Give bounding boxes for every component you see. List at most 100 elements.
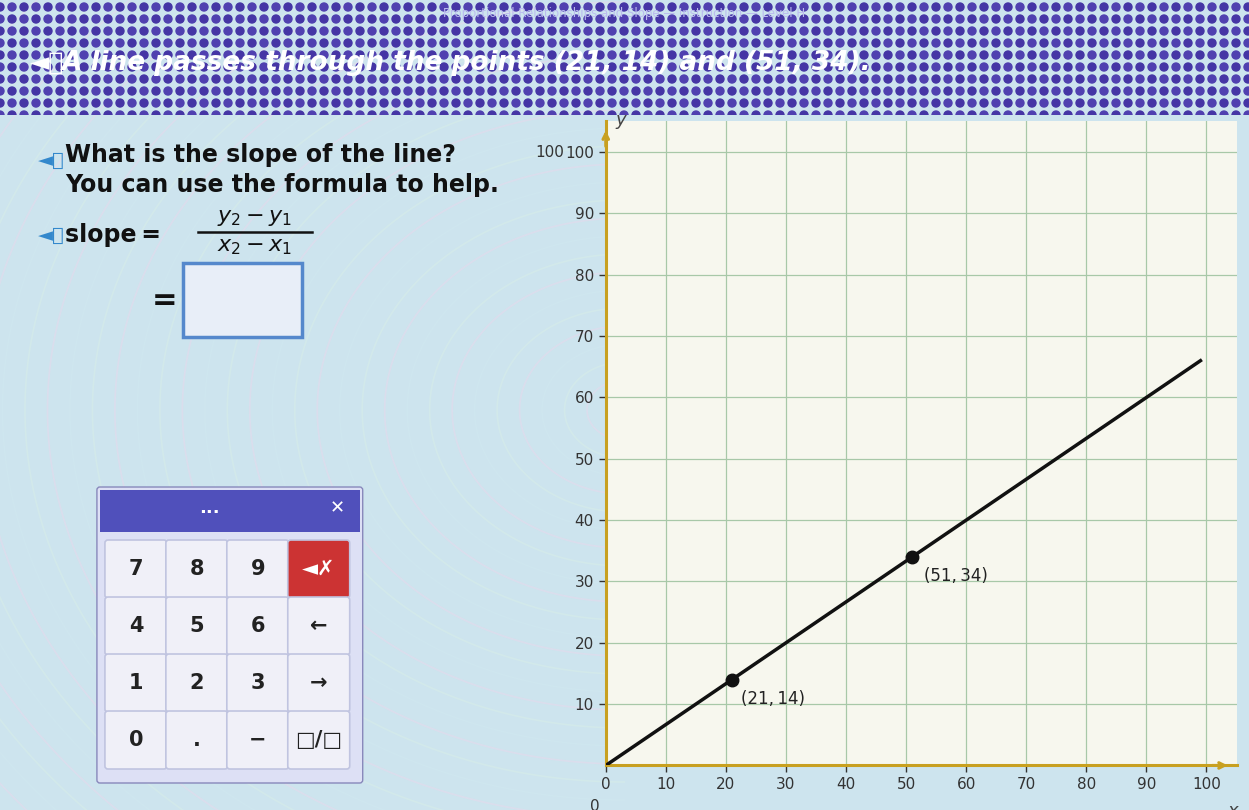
Circle shape [343, 87, 352, 95]
Circle shape [848, 99, 856, 107]
Circle shape [1112, 51, 1120, 59]
Circle shape [812, 15, 821, 23]
Circle shape [955, 99, 964, 107]
Circle shape [536, 39, 545, 47]
Circle shape [1004, 87, 1012, 95]
Circle shape [260, 15, 269, 23]
Circle shape [116, 3, 124, 11]
Circle shape [140, 75, 147, 83]
Circle shape [488, 99, 496, 107]
Circle shape [152, 75, 160, 83]
Circle shape [176, 75, 184, 83]
Circle shape [1172, 3, 1180, 11]
Circle shape [752, 99, 759, 107]
Circle shape [368, 111, 376, 119]
Circle shape [921, 15, 928, 23]
Circle shape [80, 3, 87, 11]
Circle shape [824, 111, 832, 119]
Circle shape [67, 39, 76, 47]
Text: ◄⧖: ◄⧖ [30, 51, 64, 75]
Circle shape [872, 111, 881, 119]
Circle shape [92, 51, 100, 59]
Circle shape [739, 75, 748, 83]
Circle shape [1100, 15, 1108, 23]
Circle shape [932, 111, 940, 119]
Circle shape [1040, 27, 1048, 35]
Circle shape [224, 27, 232, 35]
Circle shape [189, 63, 196, 71]
Circle shape [1028, 111, 1035, 119]
Circle shape [1232, 15, 1240, 23]
Circle shape [739, 3, 748, 11]
Circle shape [343, 39, 352, 47]
Circle shape [380, 63, 388, 71]
Circle shape [7, 39, 16, 47]
Circle shape [416, 27, 423, 35]
Circle shape [1088, 111, 1097, 119]
FancyBboxPatch shape [227, 540, 289, 598]
Circle shape [1075, 99, 1084, 107]
Circle shape [1208, 111, 1217, 119]
Circle shape [0, 39, 4, 47]
Circle shape [1220, 99, 1228, 107]
Circle shape [1028, 27, 1035, 35]
Circle shape [284, 39, 292, 47]
Circle shape [476, 15, 485, 23]
Circle shape [44, 3, 52, 11]
Circle shape [309, 3, 316, 11]
Circle shape [944, 51, 952, 59]
Circle shape [403, 111, 412, 119]
Circle shape [1244, 63, 1249, 71]
Circle shape [488, 27, 496, 35]
Circle shape [463, 3, 472, 11]
Circle shape [20, 87, 27, 95]
Circle shape [752, 27, 759, 35]
Circle shape [1100, 99, 1108, 107]
Circle shape [116, 111, 124, 119]
Circle shape [1004, 75, 1012, 83]
Circle shape [140, 63, 147, 71]
Circle shape [249, 39, 256, 47]
Circle shape [861, 39, 868, 47]
Circle shape [704, 3, 712, 11]
Circle shape [536, 75, 545, 83]
Circle shape [32, 3, 40, 11]
Circle shape [1064, 39, 1072, 47]
Text: $y$: $y$ [615, 113, 628, 130]
Circle shape [463, 63, 472, 71]
Circle shape [1028, 87, 1035, 95]
Circle shape [152, 111, 160, 119]
Circle shape [716, 99, 724, 107]
Circle shape [140, 111, 147, 119]
Circle shape [1112, 39, 1120, 47]
Circle shape [1124, 63, 1132, 71]
Circle shape [921, 99, 928, 107]
Circle shape [1232, 75, 1240, 83]
Circle shape [296, 111, 304, 119]
Circle shape [728, 15, 736, 23]
Circle shape [80, 15, 87, 23]
Circle shape [921, 27, 928, 35]
Circle shape [116, 15, 124, 23]
Circle shape [20, 63, 27, 71]
Circle shape [296, 99, 304, 107]
Circle shape [1148, 87, 1157, 95]
Text: (51, 34): (51, 34) [924, 568, 988, 586]
Circle shape [512, 27, 520, 35]
Circle shape [32, 75, 40, 83]
Circle shape [739, 39, 748, 47]
Circle shape [500, 111, 508, 119]
Circle shape [824, 99, 832, 107]
Circle shape [1197, 87, 1204, 95]
Circle shape [1052, 15, 1060, 23]
Circle shape [704, 39, 712, 47]
Circle shape [1088, 63, 1097, 71]
Circle shape [525, 87, 532, 95]
Circle shape [1075, 51, 1084, 59]
Circle shape [500, 63, 508, 71]
Circle shape [908, 51, 916, 59]
Circle shape [679, 75, 688, 83]
Text: 8: 8 [190, 559, 204, 579]
Circle shape [189, 3, 196, 11]
Circle shape [692, 51, 699, 59]
